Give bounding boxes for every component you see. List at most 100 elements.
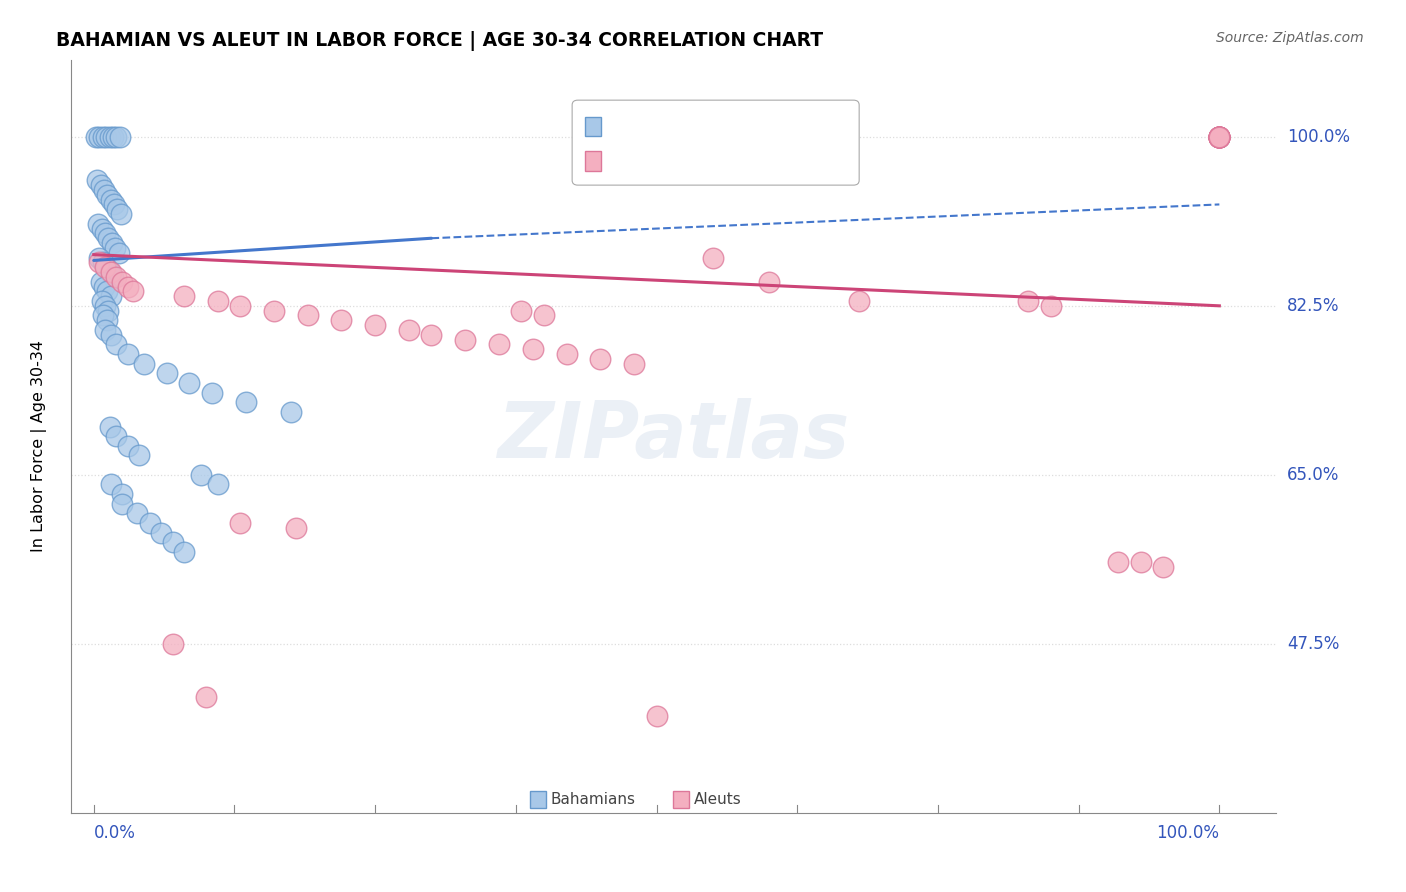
Point <box>122 285 145 299</box>
Point <box>100 477 122 491</box>
FancyBboxPatch shape <box>673 790 689 808</box>
Point <box>93 183 115 197</box>
Point <box>1208 129 1230 144</box>
Point <box>97 303 120 318</box>
Point <box>117 347 139 361</box>
Point <box>1208 129 1230 144</box>
Text: 50: 50 <box>763 153 785 169</box>
Text: Source: ZipAtlas.com: Source: ZipAtlas.com <box>1216 31 1364 45</box>
Point <box>91 255 114 269</box>
Point <box>89 275 111 289</box>
Point <box>645 709 668 723</box>
Point <box>105 129 128 144</box>
Point <box>110 207 132 221</box>
FancyBboxPatch shape <box>530 790 547 808</box>
Text: 47.5%: 47.5% <box>1286 635 1340 653</box>
Text: In Labor Force | Age 30-34: In Labor Force | Age 30-34 <box>31 340 48 552</box>
Point <box>105 429 128 443</box>
Point <box>173 545 195 559</box>
Point <box>156 367 179 381</box>
Text: 65.0%: 65.0% <box>1286 466 1340 483</box>
Point <box>94 299 117 313</box>
Point <box>100 235 122 250</box>
Point <box>454 333 477 347</box>
Point <box>207 477 229 491</box>
Point <box>91 129 114 144</box>
Point <box>94 260 117 275</box>
Point <box>139 516 162 530</box>
Point <box>98 419 121 434</box>
Point <box>125 507 148 521</box>
Point <box>758 275 780 289</box>
Point <box>98 129 121 144</box>
Point <box>297 309 319 323</box>
Point <box>104 241 127 255</box>
Point <box>195 690 218 704</box>
Point <box>589 351 612 366</box>
Point <box>101 269 124 284</box>
Point <box>107 245 129 260</box>
Point <box>117 439 139 453</box>
Text: Bahamians: Bahamians <box>551 792 636 806</box>
Point <box>111 275 134 289</box>
Point <box>90 293 112 308</box>
Point <box>229 516 252 530</box>
Point <box>229 299 252 313</box>
Point <box>97 231 120 245</box>
Point <box>1152 559 1174 574</box>
Point <box>522 343 544 357</box>
Point <box>89 251 111 265</box>
Text: 62: 62 <box>763 119 785 134</box>
Text: 0.093: 0.093 <box>654 119 703 134</box>
Point <box>848 293 870 308</box>
Point <box>91 309 114 323</box>
Point <box>89 178 111 193</box>
Point <box>94 323 117 337</box>
Point <box>1208 129 1230 144</box>
Point <box>90 221 112 235</box>
Point <box>117 279 139 293</box>
Point <box>1017 293 1039 308</box>
Text: 100.0%: 100.0% <box>1156 824 1219 842</box>
Point <box>555 347 578 361</box>
Point <box>1208 129 1230 144</box>
Point <box>103 197 125 211</box>
Point <box>1208 129 1230 144</box>
Point <box>100 193 122 207</box>
Point <box>100 265 122 279</box>
Point <box>94 227 117 241</box>
Point <box>105 337 128 351</box>
Point <box>1208 129 1230 144</box>
Point <box>100 289 122 303</box>
Text: R =: R = <box>609 153 643 169</box>
Text: BAHAMIAN VS ALEUT IN LABOR FORCE | AGE 30-34 CORRELATION CHART: BAHAMIAN VS ALEUT IN LABOR FORCE | AGE 3… <box>56 31 824 51</box>
Point <box>364 318 387 333</box>
Point <box>98 265 121 279</box>
Text: ZIPatlas: ZIPatlas <box>498 398 849 475</box>
Point <box>207 293 229 308</box>
FancyBboxPatch shape <box>585 117 602 136</box>
Point <box>420 327 443 342</box>
FancyBboxPatch shape <box>585 152 602 170</box>
Point <box>89 129 111 144</box>
Point <box>1208 129 1230 144</box>
Text: Aleuts: Aleuts <box>693 792 741 806</box>
Text: R =: R = <box>609 119 643 134</box>
Point <box>96 187 118 202</box>
Point <box>510 303 533 318</box>
Point <box>1208 129 1230 144</box>
Point <box>533 309 555 323</box>
Point <box>235 395 257 409</box>
Point <box>84 129 107 144</box>
Point <box>702 251 724 265</box>
Point <box>1208 129 1230 144</box>
Point <box>330 313 353 327</box>
Point <box>173 289 195 303</box>
Point <box>150 525 173 540</box>
Point <box>1039 299 1062 313</box>
Point <box>190 467 212 482</box>
Point <box>96 313 118 327</box>
Point <box>105 202 128 217</box>
Point <box>94 129 117 144</box>
Point <box>96 285 118 299</box>
